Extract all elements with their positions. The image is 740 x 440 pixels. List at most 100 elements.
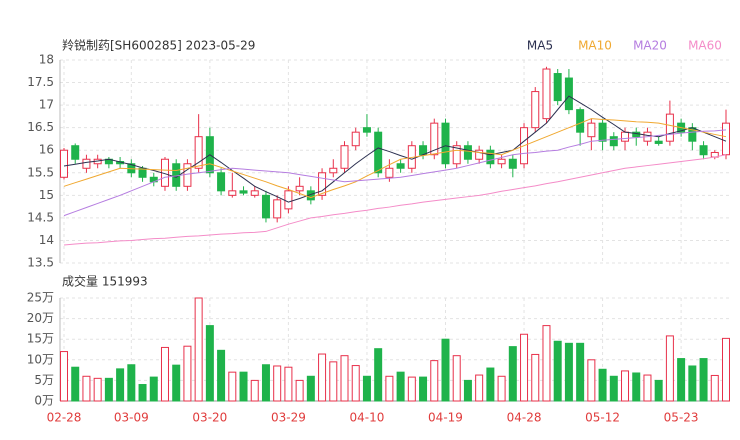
candle-body <box>598 122 607 142</box>
volume-bar <box>621 370 630 402</box>
y-tick-label: 15 <box>39 188 54 202</box>
volume-bar <box>172 364 181 402</box>
volume-bar <box>587 359 596 402</box>
y-tick-label: 16.5 <box>27 120 54 134</box>
x-tick-label: 04-28 <box>507 411 542 425</box>
volume-bar <box>396 371 405 402</box>
y-tick-label: 17.5 <box>27 75 54 89</box>
legend-label: MA10 <box>578 39 612 53</box>
volume-bar <box>205 325 214 402</box>
volume-bar <box>699 358 708 402</box>
y-tick-label: 5万 <box>34 373 54 387</box>
volume-bar <box>329 361 338 402</box>
volume-bar <box>138 384 147 402</box>
x-tick-label: 03-20 <box>192 411 227 425</box>
volume-bar <box>497 375 506 402</box>
legend-label: MA60 <box>688 39 722 53</box>
volume-bar <box>250 379 259 402</box>
volume-bar <box>632 372 641 402</box>
y-tick-label: 15.5 <box>27 165 54 179</box>
candle-body <box>183 163 192 187</box>
y-tick-label: 18 <box>39 53 54 67</box>
volume-bar <box>104 377 113 402</box>
y-tick-label: 14 <box>39 233 54 247</box>
ma-line <box>63 118 727 199</box>
candle-body <box>82 158 91 169</box>
ma-line <box>63 95 727 203</box>
y-tick-label: 15万 <box>27 332 54 346</box>
volume-bar <box>183 345 192 402</box>
y-tick-label: 10万 <box>27 352 54 366</box>
volume-bar <box>273 365 282 402</box>
candle-body <box>295 185 304 192</box>
candle-body <box>71 145 80 160</box>
volume-bar <box>441 338 450 402</box>
volume-bar <box>553 340 562 402</box>
volume-bar <box>531 353 540 402</box>
y-tick-label: 25万 <box>27 291 54 305</box>
x-tick-label: 03-29 <box>271 411 306 425</box>
volume-bar <box>654 379 663 402</box>
volume-bar <box>463 379 472 402</box>
volume-bar <box>228 371 237 402</box>
volume-bar <box>127 364 136 402</box>
volume-bar <box>688 365 697 402</box>
volume-bar <box>194 297 203 402</box>
x-tick-label: 03-09 <box>114 411 149 425</box>
volume-bar <box>609 375 618 402</box>
volume-bar <box>452 355 461 402</box>
candle-body <box>60 149 68 178</box>
candle-body <box>486 149 495 165</box>
candle-body <box>508 158 517 169</box>
candle-body <box>239 190 248 194</box>
volume-bar <box>71 366 80 402</box>
volume-bar <box>217 349 226 402</box>
volume-bar <box>351 365 360 402</box>
candle-body <box>621 131 630 142</box>
y-tick-label: 16 <box>39 143 54 157</box>
candle-body <box>441 122 450 165</box>
candle-body <box>329 167 338 174</box>
legend-label: MA20 <box>633 39 667 53</box>
volume-bar <box>677 358 686 402</box>
candle-body <box>665 113 674 142</box>
candle-body <box>362 127 371 133</box>
candle-body <box>273 199 282 219</box>
candle-body <box>542 68 551 120</box>
y-tick-label: 14.5 <box>27 210 54 224</box>
candle-body <box>609 136 618 147</box>
candle-body <box>553 73 562 102</box>
x-tick-label: 05-23 <box>664 411 699 425</box>
volume-bar <box>475 374 484 402</box>
candle-body <box>217 172 226 192</box>
volume-bar <box>284 366 293 402</box>
y-tick-label: 17 <box>39 98 54 112</box>
volume-bar <box>643 374 652 402</box>
y-tick-label: 0万 <box>34 394 54 408</box>
candle-body <box>722 122 730 156</box>
candle-body <box>385 167 394 178</box>
volume-bar <box>665 335 674 402</box>
volume-bar <box>430 360 439 402</box>
volume-bar <box>385 375 394 402</box>
candle-body <box>374 131 383 174</box>
volume-bar <box>542 325 551 402</box>
candle-body <box>587 122 596 138</box>
candle-body <box>497 158 506 165</box>
volume-bar <box>576 342 585 402</box>
candle-body <box>475 149 484 160</box>
candle-body <box>284 190 293 210</box>
volume-bar <box>710 374 719 402</box>
candle-body <box>576 109 585 133</box>
ma-line <box>63 154 727 246</box>
volume-bar <box>508 346 517 402</box>
candle-body <box>261 194 270 219</box>
volume-bar <box>82 375 91 402</box>
chart-title: 羚锐制药[SH600285] 2023-05-29 <box>62 38 255 53</box>
volume-bar <box>564 342 573 402</box>
x-tick-label: 04-19 <box>428 411 463 425</box>
candle-body <box>430 122 439 156</box>
candle-body <box>699 145 708 156</box>
x-tick-label: 05-12 <box>585 411 620 425</box>
